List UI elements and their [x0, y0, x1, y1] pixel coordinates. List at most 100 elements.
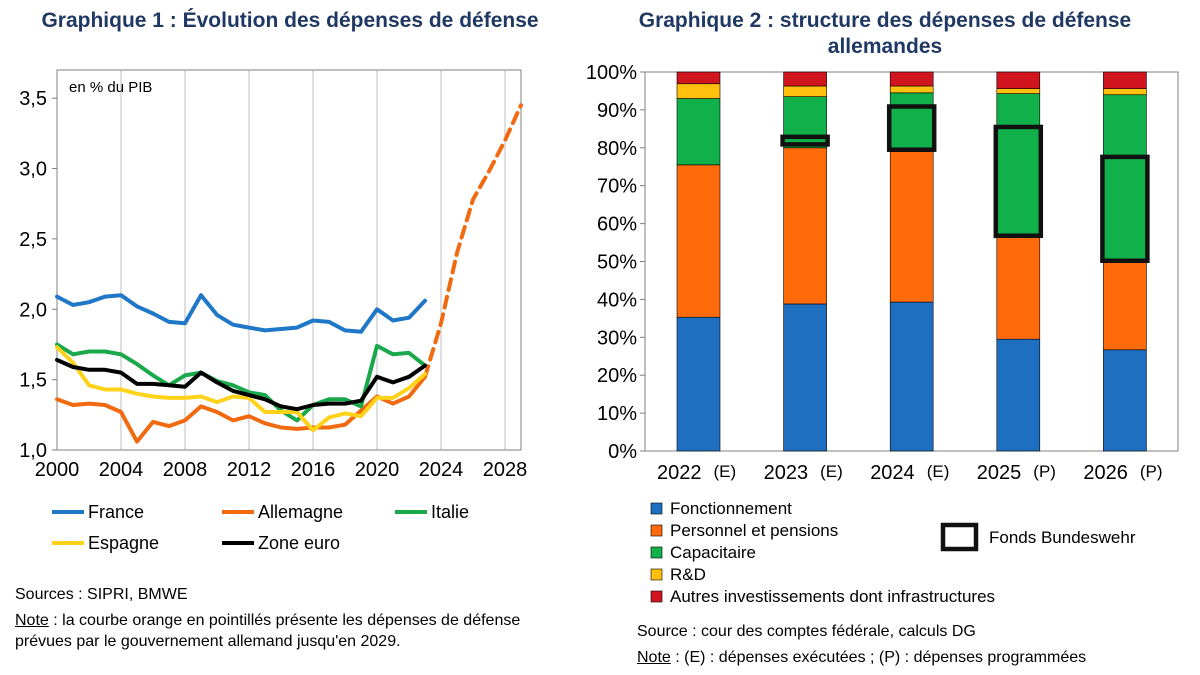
chart1-series-line-espagne [55, 345, 427, 433]
chart2-bar-segment [889, 151, 934, 303]
chart2-bar-segment [783, 303, 827, 452]
chart2-x-tick-mark: (E) [820, 462, 843, 481]
chart2-x-tick-label: 2022 [657, 462, 702, 484]
chart2-y-tick-label: 60% [597, 214, 637, 236]
chart1-y-tick-label: 1,0 [19, 440, 47, 462]
chart1-series-line-allemagne-pr-visions- [423, 103, 523, 379]
chart2-fonds-bundeswehr-box [1100, 154, 1150, 263]
chart1-legend-label: Zone euro [258, 533, 340, 553]
chart1-note-label: Note [15, 612, 49, 629]
chart2-bar-segment [996, 88, 1041, 94]
chart2-bar-segment [996, 237, 1041, 340]
chart2-legend-swatch [650, 590, 663, 603]
chart1-x-tick-label: 2000 [35, 459, 80, 481]
chart2-x-tick-label: 2025 [977, 462, 1022, 484]
chart2-legend-swatch [650, 546, 663, 559]
chart1-x-tick-label: 2012 [227, 459, 272, 481]
chart1-title: Graphique 1 : Évolution des dépenses de … [41, 9, 539, 32]
chart2-fonds-bundeswehr-box [780, 134, 830, 147]
chart1-series-line-zone-euro [55, 357, 427, 412]
chart2-bar-segment [676, 98, 721, 166]
chart1-note: Note : la courbe orange en pointillés pr… [15, 610, 545, 652]
chart1-legend-label: Italie [431, 502, 469, 522]
chart2-legend-label: R&D [670, 565, 706, 584]
chart2-y-tick-label: 30% [597, 327, 637, 349]
chart2-y-tick-label: 100% [586, 62, 637, 84]
chart2-bar-segment [889, 85, 934, 94]
chart2-legend-swatch [650, 502, 663, 515]
chart2-y-tick-label: 40% [597, 289, 637, 311]
chart2-bar-segment [783, 147, 827, 305]
chart2-note-text: : (E) : dépenses exécutées ; (P) : dépen… [670, 649, 1087, 666]
chart2-y-tick-label: 20% [597, 365, 637, 387]
chart2-bar-segment [1103, 71, 1147, 89]
chart1-x-tick-label: 2028 [483, 459, 528, 481]
chart2-legend-label: Personnel et pensions [670, 521, 838, 540]
chart2-note: Note : (E) : dépenses exécutées ; (P) : … [637, 647, 1086, 668]
chart2-bar-segment [676, 71, 721, 85]
chart1-x-tick-label: 2024 [419, 459, 464, 481]
chart2-legend-fonds-label: Fonds Bundeswehr [989, 528, 1136, 547]
chart2-legend-label: Capacitaire [670, 543, 756, 562]
chart2-stacked-bar-chart: 0% 10% 20% 30% 40% 50% 60% 70% 80% 90% 100% 2022 (E)… [586, 62, 1179, 606]
chart2-x-tick-mark: (E) [927, 462, 950, 481]
chart2-y-tick-label: 70% [597, 176, 637, 198]
chart2-source: Source : cour des comptes fédérale, calc… [637, 623, 976, 640]
chart1-y-tick-label: 3,5 [19, 88, 47, 110]
chart2-bar-segment [996, 71, 1041, 89]
chart1-series-line-allemagne [55, 374, 427, 444]
chart2-title: Graphique 2 : structure des dépenses de … [638, 9, 1132, 58]
chart2-x-tick-mark: (P) [1033, 462, 1056, 481]
chart2-y-tick-label: 10% [597, 403, 637, 425]
chart2-x-tick-label: 2024 [870, 462, 915, 484]
chart2-bar-segment [783, 71, 827, 87]
chart2-legend-fonds-swatch [940, 522, 979, 552]
chart1-legend-label: France [88, 502, 144, 522]
chart2-bar-segment [1103, 88, 1147, 96]
chart1-y-tick-label: 2,5 [19, 229, 47, 251]
chart2-y-tick-label: 80% [597, 138, 637, 160]
chart1-y-tick-label: 3,0 [19, 159, 47, 181]
chart2-y-tick-label: 90% [597, 100, 637, 122]
chart2-bar-segment [1103, 94, 1147, 263]
chart2-legend-label: Autres investissements dont infrastructu… [670, 587, 995, 606]
chart2-bar-segment [996, 338, 1041, 452]
chart2-legend-swatch [650, 568, 663, 581]
chart2-x-tick-label: 2023 [764, 462, 809, 484]
chart2-legend-swatch [650, 524, 663, 537]
chart2-bar-segment [1103, 262, 1147, 351]
chart2-bar-segment [889, 301, 934, 452]
chart2-x-tick-mark: (P) [1140, 462, 1163, 481]
chart1-x-tick-label: 2020 [355, 459, 400, 481]
chart1-plot-frame [56, 69, 522, 451]
chart1-note-text: : la courbe orange en pointillés présent… [15, 612, 521, 650]
chart2-x-tick-mark: (E) [714, 462, 737, 481]
chart2-legend-label: Fonctionnement [670, 499, 792, 518]
chart1-x-tick-label: 2016 [291, 459, 336, 481]
chart1-legend-label: Allemagne [258, 502, 343, 522]
chart2-y-tick-label: 50% [597, 252, 637, 274]
chart1-x-tick-label: 2004 [99, 459, 144, 481]
chart2-fonds-bundeswehr-box [993, 124, 1044, 238]
chart2-bar-segment [676, 316, 721, 452]
chart2-bar-segment [996, 93, 1041, 238]
chart2-note-label: Note [637, 649, 671, 666]
chart1-unit-label: en % du PIB [69, 79, 152, 96]
chart2-bar-segment [1103, 349, 1147, 452]
chart2-bar-segment [889, 92, 934, 152]
chart1-y-tick-label: 1,5 [19, 370, 47, 392]
chart2-x-tick-label: 2026 [1083, 462, 1128, 484]
chart1-legend-label: Espagne [88, 533, 159, 553]
chart2-y-tick-label: 0% [608, 441, 637, 463]
chart2-bar-segment [676, 164, 721, 318]
chart1-y-tick-label: 2,0 [19, 299, 47, 321]
chart2-bar-segment [889, 71, 934, 87]
chart2-bar-segment [783, 96, 827, 149]
chart1-x-tick-label: 2008 [163, 459, 208, 481]
chart2-bar-segment [783, 85, 827, 97]
chart2-fonds-bundeswehr-box [886, 104, 937, 152]
chart1-series-line-france [55, 293, 427, 334]
chart1-sources: Sources : SIPRI, BMWE [15, 586, 188, 603]
chart2-bar-segment [676, 83, 721, 99]
chart1-line-chart: 1,0 1,5 2,0 2,5 3,0 3,5 2000 2004 2008 2012 2016 20… [19, 69, 528, 553]
